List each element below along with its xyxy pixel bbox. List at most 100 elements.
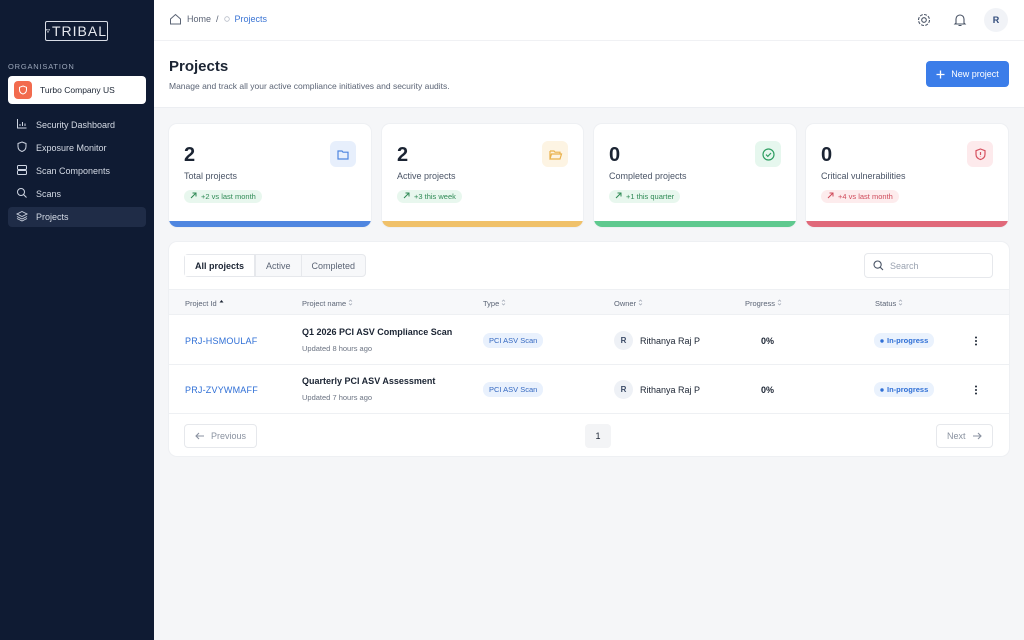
tab[interactable]: Completed: [300, 255, 366, 276]
breadcrumb-separator: /: [216, 14, 219, 24]
project-id[interactable]: PRJ-HSMOULAF: [185, 336, 258, 346]
column-header[interactable]: Type: [483, 299, 506, 308]
stat-value: 2: [397, 144, 409, 166]
new-project-button[interactable]: New project: [926, 61, 1009, 87]
stat-accent: [594, 221, 796, 227]
org-selector[interactable]: Turbo Company US: [8, 76, 146, 104]
stat-label: Total projects: [184, 171, 238, 181]
trend-icon: [403, 192, 410, 201]
project-name: Quarterly PCI ASV Assessment: [302, 376, 436, 386]
row-menu[interactable]: [974, 383, 978, 401]
type-badge: PCI ASV Scan: [483, 382, 544, 397]
stat-value: 0: [821, 144, 833, 166]
logo-text: TRIBAL: [51, 23, 107, 39]
column-label: Owner: [614, 299, 637, 308]
stat-accent: [169, 221, 371, 227]
nav-item[interactable]: Exposure Monitor: [8, 138, 146, 158]
previous-button[interactable]: Previous: [184, 424, 258, 448]
project-name: Q1 2026 PCI ASV Compliance Scan: [302, 327, 453, 337]
stat-label: Critical vulnerabilities: [821, 171, 906, 181]
nav-icon: [16, 187, 28, 201]
header-area: [154, 0, 1024, 108]
search-icon: [873, 260, 884, 271]
nav-icon: [15, 210, 29, 224]
sort-icon: [219, 299, 224, 308]
status-badge: In-progress: [874, 382, 935, 397]
sort-icon: [348, 299, 353, 308]
trend-text: +3 this week: [414, 192, 456, 201]
projects-table: All projects Active Completed Search Proje…: [169, 242, 1009, 456]
trend-icon: [615, 192, 622, 201]
stat-value: 2: [184, 144, 196, 166]
column-header[interactable]: Project name: [302, 299, 353, 308]
status-text: In-progress: [887, 336, 929, 345]
search-placeholder: Search: [890, 260, 919, 271]
nav-item[interactable]: Scan Components: [8, 161, 146, 181]
sort-icon: [501, 299, 506, 308]
notifications-button[interactable]: [952, 12, 968, 28]
sort-icon: [898, 299, 903, 308]
previous-label: Previous: [211, 431, 247, 441]
nav-item[interactable]: Projects: [8, 207, 146, 227]
breadcrumb-dot: [223, 16, 230, 22]
column-label: Type: [483, 299, 500, 308]
stat-icon: [542, 141, 568, 167]
owner-name: Rithanya Raj P: [640, 385, 701, 395]
column-header[interactable]: Status: [875, 299, 903, 308]
settings-button[interactable]: [916, 12, 932, 28]
owner-avatar: R: [614, 331, 633, 350]
updated-time: Updated 8 hours ago: [302, 344, 373, 353]
column-header[interactable]: Owner: [614, 299, 643, 308]
tabs: All projects Active Completed: [184, 254, 367, 277]
owner-avatar: R: [614, 380, 633, 399]
org-label: ORGANISATION: [8, 62, 75, 71]
tab[interactable]: All projects: [185, 255, 256, 276]
column-label: Progress: [745, 299, 776, 308]
stat-icon: [755, 141, 781, 167]
status-dot: [880, 385, 884, 394]
breadcrumb-home[interactable]: Home: [187, 14, 212, 24]
column-header[interactable]: Project Id: [185, 299, 224, 308]
trend-text: +2 vs last month: [201, 192, 256, 201]
search-input[interactable]: Search: [864, 253, 993, 278]
stat-trend: +4 vs last month: [821, 190, 899, 203]
nav-icon: [16, 164, 28, 178]
stat-icon: [330, 141, 356, 167]
button-label: New project: [951, 69, 999, 79]
breadcrumb: Home / Projects: [169, 13, 267, 25]
row-menu[interactable]: [974, 334, 978, 352]
stat-value: 0: [609, 144, 621, 166]
column-label: Project Id: [185, 299, 217, 308]
status-dot: [880, 336, 884, 345]
page-number[interactable]: 1: [585, 424, 611, 448]
home-icon: [170, 13, 181, 25]
trend-text: +1 this quarter: [626, 192, 675, 201]
status-text: In-progress: [887, 385, 929, 394]
divider: [154, 40, 1024, 41]
nav-item[interactable]: Scans: [8, 184, 146, 204]
tab[interactable]: Active: [255, 255, 301, 276]
user-avatar[interactable]: R: [984, 8, 1008, 32]
next-label: Next: [947, 431, 966, 441]
sort-icon: [638, 299, 643, 308]
trend-text: +4 vs last month: [838, 192, 893, 201]
nav-item[interactable]: Security Dashboard: [8, 115, 146, 135]
status-badge: In-progress: [874, 333, 935, 348]
stat-card: 0 Critical vulnerabilities +4 vs last mont…: [806, 124, 1008, 227]
owner-name: Rithanya Raj P: [640, 336, 701, 346]
nav-label: Projects: [36, 212, 69, 222]
stat-trend: +3 this week: [397, 190, 462, 203]
org-name: Turbo Company US: [40, 85, 115, 95]
page-subtitle: Manage and track all your active complia…: [169, 81, 450, 91]
nav-label: Scans: [36, 189, 62, 199]
plus-icon: [936, 70, 945, 78]
logo[interactable]: TRIBAL: [45, 21, 108, 41]
column-header[interactable]: Progress: [745, 299, 782, 308]
type-badge: PCI ASV Scan: [483, 333, 544, 348]
project-id[interactable]: PRJ-ZVYWMAFF: [185, 385, 258, 395]
nav-label: Exposure Monitor: [36, 143, 107, 153]
next-button[interactable]: Next: [936, 424, 993, 448]
org-icon: [14, 81, 32, 99]
stat-label: Active projects: [397, 171, 456, 181]
